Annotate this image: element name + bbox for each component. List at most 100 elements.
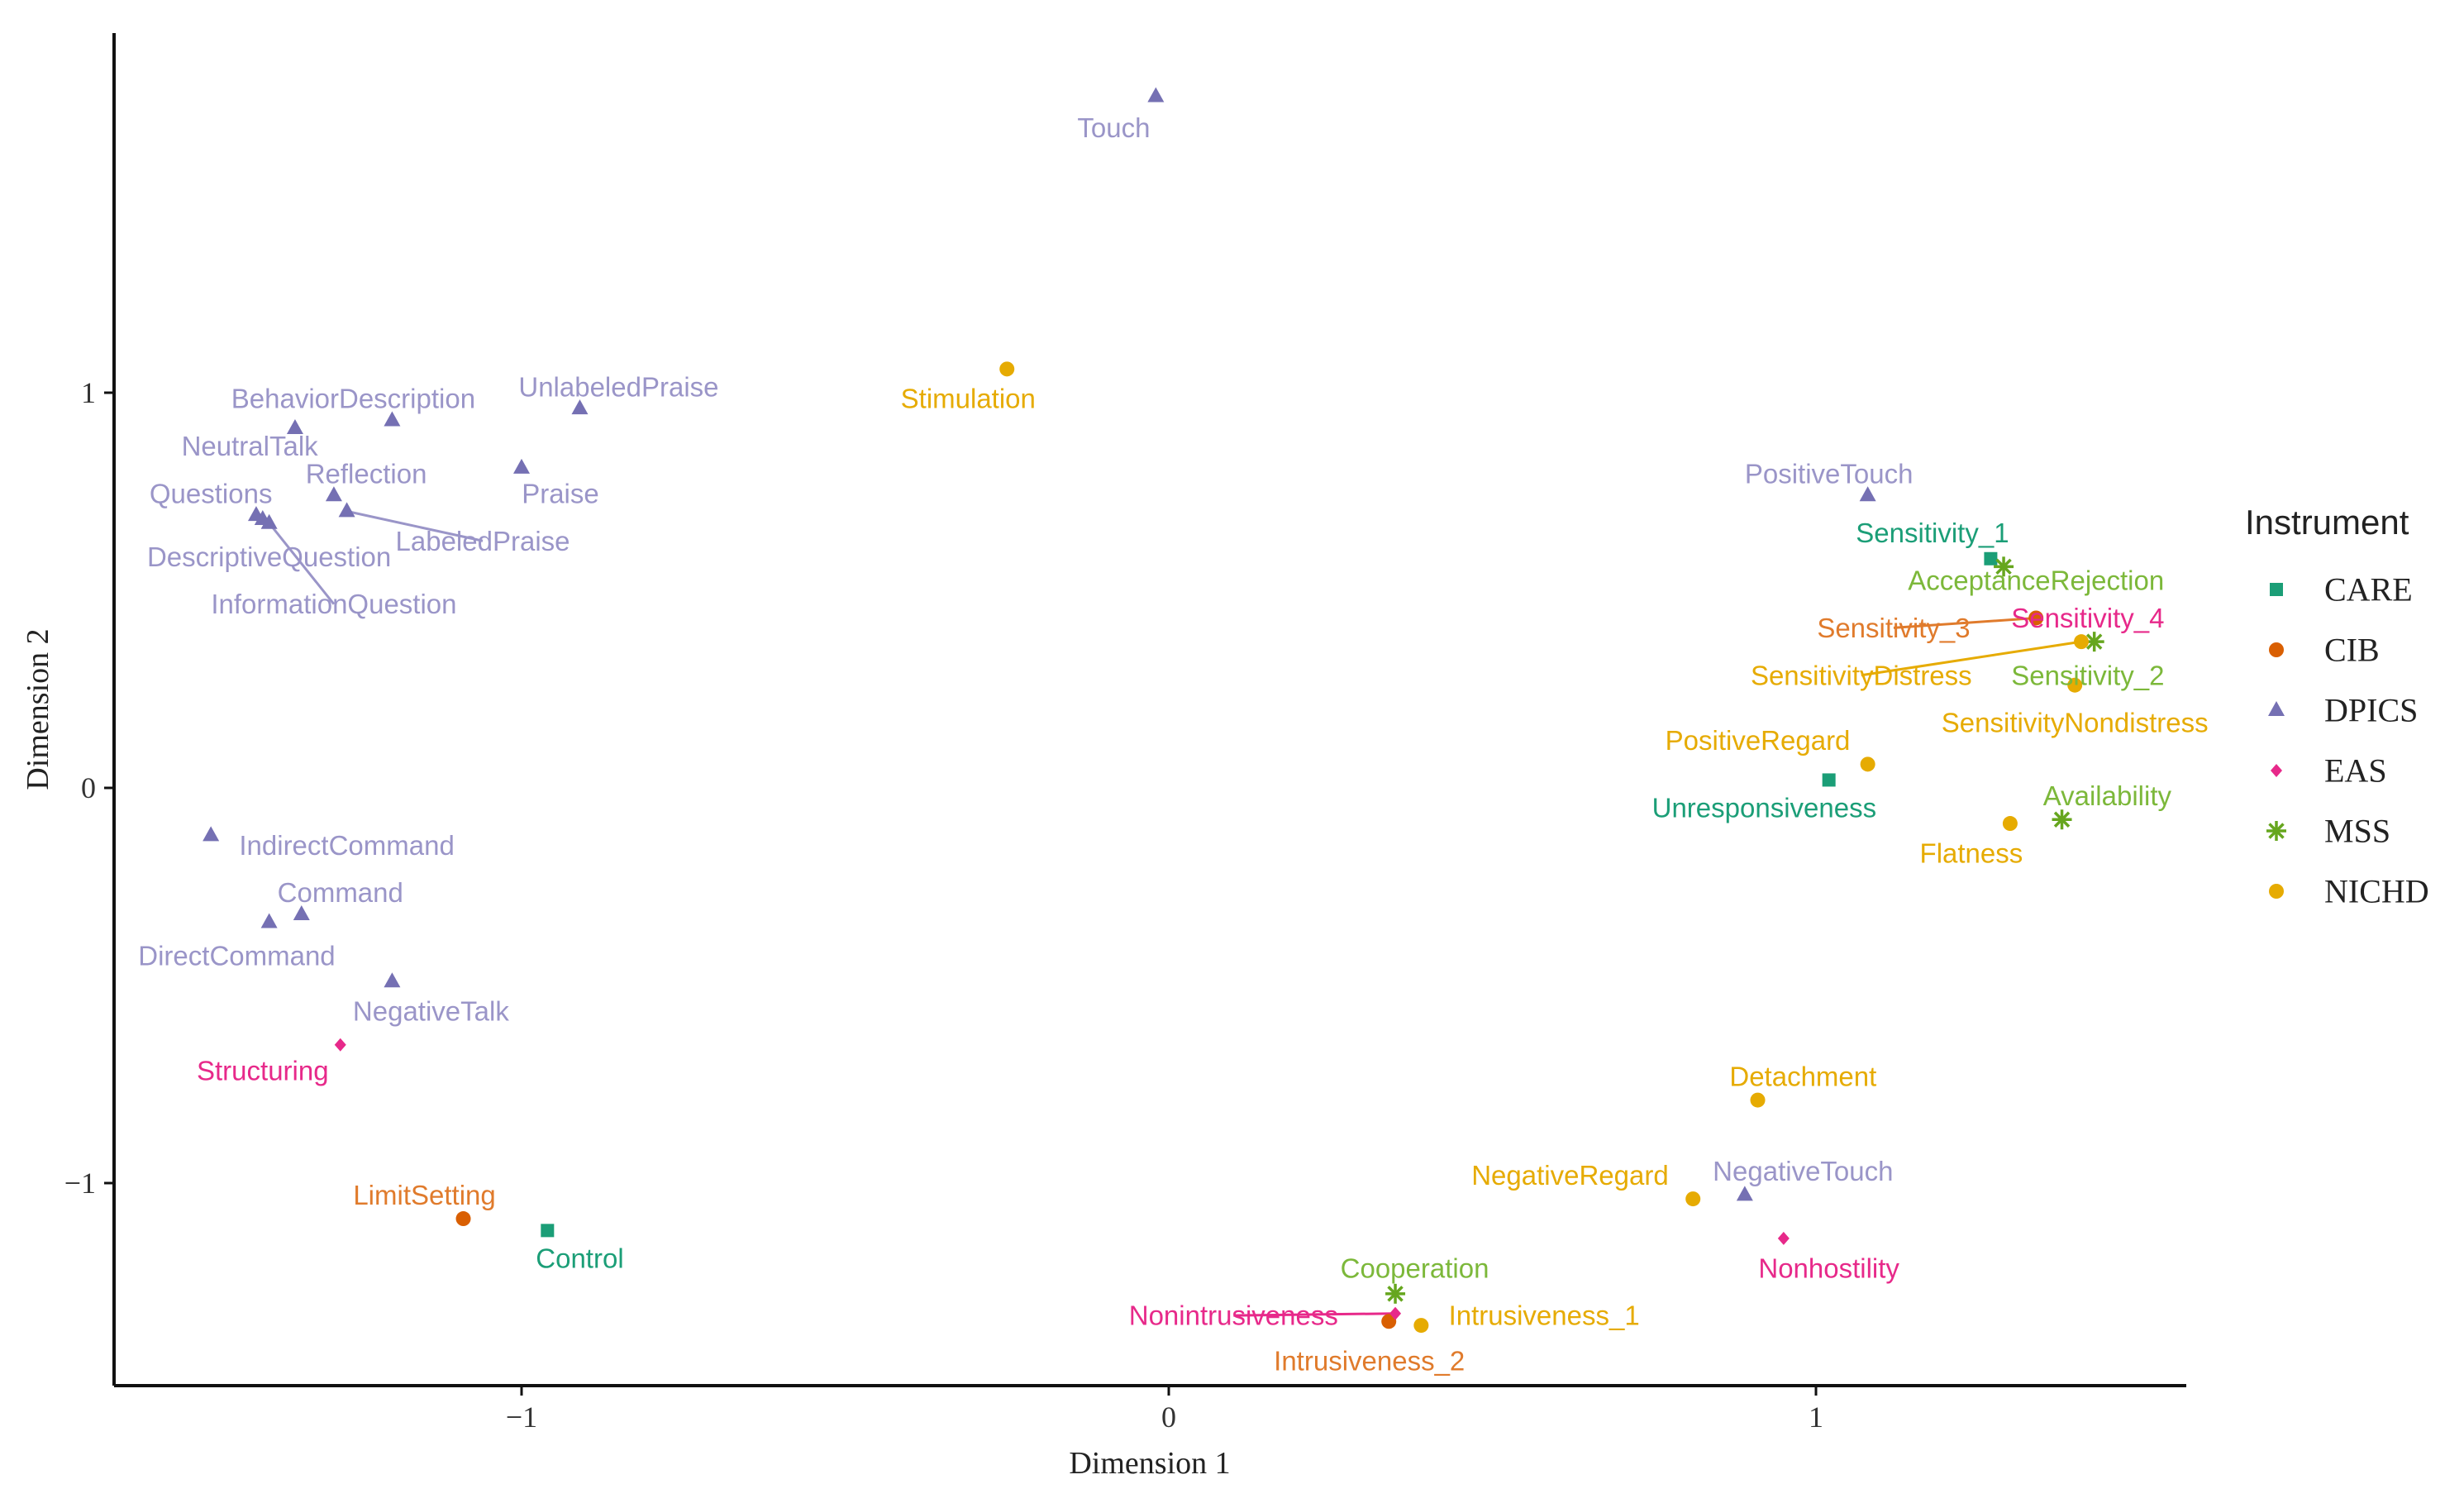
point-label: IndirectCommand (239, 830, 454, 861)
point-label: Nonintrusiveness (1129, 1300, 1338, 1331)
point-label: Sensitivity_2 (2011, 660, 2164, 690)
data-point (203, 826, 220, 842)
point-label: Reflection (306, 458, 427, 489)
y-tick-label: 0 (81, 771, 96, 804)
point-label: Unresponsiveness (1652, 792, 1876, 823)
data-point (999, 361, 1015, 377)
point-label: Command (278, 877, 403, 908)
data-point (1381, 1314, 1397, 1329)
data-point (338, 502, 355, 518)
point-label: NeutralTalk (182, 431, 319, 461)
label-connector (1893, 616, 2037, 629)
data-point (2028, 610, 2044, 626)
data-point (571, 399, 589, 415)
y-axis-title: Dimension 2 (21, 628, 55, 790)
data-point (1413, 1318, 1429, 1334)
x-tick-label: −1 (506, 1401, 537, 1434)
legend-entry: MSS (2324, 813, 2390, 850)
legend-entry: CARE (2324, 571, 2413, 608)
point-labels: Sensitivity_1 Unresponsiveness Control Sens… (138, 112, 2208, 1376)
point-label: Flatness (1920, 838, 2023, 868)
legend-entry: NICHD (2324, 873, 2429, 910)
legend-entry: DPICS (2324, 692, 2418, 729)
data-point (1859, 486, 1876, 502)
data-point (293, 904, 310, 920)
x-tick-label: 0 (1161, 1401, 1176, 1434)
data-point (2074, 634, 2090, 650)
legend-key (2266, 821, 2286, 841)
point-label: Structuring (197, 1055, 329, 1086)
legend: Instrument CARE CIB DPICS EAS MSS NICHD (2245, 503, 2429, 910)
legend-key (2271, 764, 2282, 777)
data-point (2002, 816, 2018, 832)
point-label: Questions (150, 478, 273, 508)
point-label: Intrusiveness_1 (1449, 1300, 1640, 1331)
legend-key (2268, 701, 2285, 716)
data-point (513, 458, 530, 474)
point-label: LimitSetting (353, 1180, 495, 1210)
point-label: InformationQuestion (211, 589, 456, 619)
point-label: Sensitivity_3 (1817, 613, 1970, 643)
y-tick-label: −1 (64, 1167, 96, 1200)
x-axis-title: Dimension 1 (1069, 1446, 1230, 1481)
data-point (1777, 1231, 1790, 1245)
data-point (286, 419, 303, 435)
plot-area: Sensitivity_1 Unresponsiveness Control Sens… (138, 87, 2209, 1377)
data-point (1822, 773, 1836, 787)
data-point (541, 1224, 555, 1238)
point-label: Control (536, 1243, 623, 1273)
data-point (1736, 1186, 1753, 1201)
data-point (1984, 551, 1998, 566)
point-label: Availability (2043, 780, 2172, 811)
data-point (1385, 1283, 1406, 1304)
point-label: SensitivityDistress (1751, 660, 1972, 690)
legend-entry: CIB (2324, 632, 2380, 669)
data-point (1750, 1092, 1766, 1108)
point-label: Touch (1077, 112, 1150, 143)
point-label: PositiveTouch (1745, 458, 1914, 489)
data-points (203, 87, 2104, 1334)
data-point (325, 486, 342, 502)
label-connector (268, 522, 336, 605)
data-point (260, 913, 278, 928)
point-label: Praise (522, 478, 599, 508)
point-label: PositiveRegard (1666, 725, 1851, 756)
data-point (334, 1038, 346, 1052)
point-label: Nonhostility (1758, 1253, 1899, 1283)
point-label: LabeledPraise (396, 526, 570, 556)
label-connector (1233, 1312, 1396, 1317)
data-point (1860, 756, 1875, 772)
point-label: NegativeTalk (353, 996, 509, 1027)
data-point (455, 1211, 471, 1227)
data-point (2067, 677, 2083, 693)
point-label: Intrusiveness_2 (1274, 1346, 1465, 1377)
label-connectors (268, 509, 2082, 1317)
axes: Dimension 1 Dimension 2 −1 0 1 −1 0 1 (21, 33, 2186, 1481)
point-label: DescriptiveQuestion (147, 542, 391, 572)
point-label: BehaviorDescription (231, 384, 475, 414)
legend-title: Instrument (2245, 503, 2409, 542)
point-label: AcceptanceRejection (1908, 566, 2164, 596)
point-label: DirectCommand (138, 941, 335, 971)
data-point (2052, 809, 2072, 830)
point-label: Stimulation (901, 384, 1036, 414)
data-point (1147, 87, 1165, 103)
legend-key (2269, 884, 2284, 899)
point-label: UnlabeledPraise (518, 371, 718, 402)
y-tick-label: 1 (81, 376, 96, 409)
legend-key (2270, 583, 2283, 596)
data-point (1685, 1191, 1701, 1207)
data-point (260, 513, 278, 529)
point-label: SensitivityNondistress (1942, 708, 2209, 738)
legend-key (2269, 642, 2284, 657)
x-tick-label: 1 (1809, 1401, 1823, 1434)
point-label: Sensitivity_4 (2011, 603, 2164, 633)
label-connector (1861, 640, 2082, 677)
data-point (1389, 1306, 1402, 1320)
point-label: NegativeRegard (1471, 1160, 1668, 1191)
point-label: Sensitivity_1 (1856, 518, 2009, 548)
legend-entry: EAS (2324, 752, 2387, 790)
data-point (384, 972, 401, 988)
data-point (1994, 556, 2014, 577)
